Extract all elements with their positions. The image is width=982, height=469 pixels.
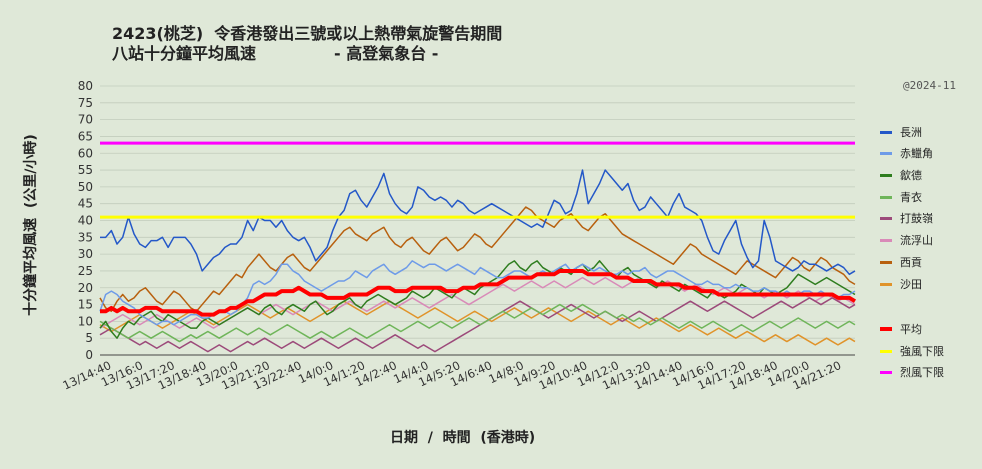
legend-label: 烈風下限 bbox=[900, 366, 944, 379]
y-tick-label: 65 bbox=[78, 129, 93, 143]
series-line-0 bbox=[100, 169, 856, 276]
legend-item: 平均 bbox=[880, 321, 922, 337]
legend-label: 強風下限 bbox=[900, 345, 944, 358]
legend-label: 長洲 bbox=[900, 126, 922, 139]
y-tick-label: 75 bbox=[78, 96, 93, 110]
legend-item: 強風下限 bbox=[880, 343, 944, 359]
legend-label: 西貢 bbox=[900, 256, 922, 269]
y-tick-label: 5 bbox=[85, 331, 93, 345]
watermark: @2024-11 bbox=[903, 79, 956, 92]
legend-swatch bbox=[880, 327, 892, 331]
x-axis-label: 日期 / 時間 (香港時) bbox=[390, 430, 536, 446]
legend-swatch bbox=[880, 151, 892, 155]
series-line-6 bbox=[99, 206, 856, 313]
y-tick-label: 40 bbox=[78, 214, 93, 228]
legend-item: 長洲 bbox=[880, 124, 922, 140]
chart-title-line-2: 八站十分鐘平均風速 - 高登氣象台 - bbox=[112, 44, 439, 63]
legend-item: 打鼓嶺 bbox=[880, 210, 933, 226]
y-tick-label: 35 bbox=[78, 230, 93, 244]
legend-label: 平均 bbox=[900, 323, 922, 336]
legend-label: 青衣 bbox=[900, 191, 922, 204]
legend-swatch bbox=[880, 195, 892, 199]
legend-item: 西貢 bbox=[880, 254, 922, 270]
legend-swatch bbox=[880, 370, 892, 374]
y-axis-label: 十分鐘平均風速 (公里/小時) bbox=[23, 134, 39, 316]
legend-swatch bbox=[880, 260, 892, 264]
series-line-7 bbox=[99, 300, 856, 346]
y-tick-label: 45 bbox=[78, 197, 93, 211]
y-tick-label: 70 bbox=[78, 113, 93, 127]
y-tick-label: 0 bbox=[85, 348, 93, 362]
chart-title-line-1: 2423(桃芝) 令香港發出三號或以上熱帶氣旋警告期間 bbox=[112, 24, 503, 43]
legend-item: 沙田 bbox=[880, 276, 922, 292]
legend-label: 流浮山 bbox=[900, 234, 933, 247]
legend-label: 歙德 bbox=[900, 169, 922, 182]
legend-item: 流浮山 bbox=[880, 232, 933, 248]
y-tick-label: 10 bbox=[78, 314, 93, 328]
legend-item: 烈風下限 bbox=[880, 364, 944, 380]
y-tick-label: 25 bbox=[78, 264, 93, 278]
series-line-3 bbox=[99, 303, 856, 343]
legend-item: 歙德 bbox=[880, 167, 922, 183]
legend-swatch bbox=[880, 282, 892, 286]
legend-item: 赤鱲角 bbox=[880, 145, 933, 161]
legend-swatch bbox=[880, 130, 892, 134]
legend-swatch bbox=[880, 216, 892, 220]
y-tick-label: 50 bbox=[78, 180, 93, 194]
legend-item: 青衣 bbox=[880, 189, 922, 205]
legend-swatch bbox=[880, 349, 892, 353]
legend-swatch bbox=[880, 173, 892, 177]
legend-label: 沙田 bbox=[900, 278, 922, 291]
legend-label: 赤鱲角 bbox=[900, 147, 933, 160]
series-line-4 bbox=[99, 297, 856, 353]
y-tick-label: 15 bbox=[78, 298, 93, 312]
legend-label: 打鼓嶺 bbox=[900, 212, 933, 225]
y-tick-label: 80 bbox=[78, 79, 93, 93]
y-tick-label: 55 bbox=[78, 163, 93, 177]
y-tick-label: 20 bbox=[78, 281, 93, 295]
legend-swatch bbox=[880, 238, 892, 242]
y-tick-label: 60 bbox=[78, 146, 93, 160]
series-line-8 bbox=[100, 268, 857, 317]
y-tick-label: 30 bbox=[78, 247, 93, 261]
